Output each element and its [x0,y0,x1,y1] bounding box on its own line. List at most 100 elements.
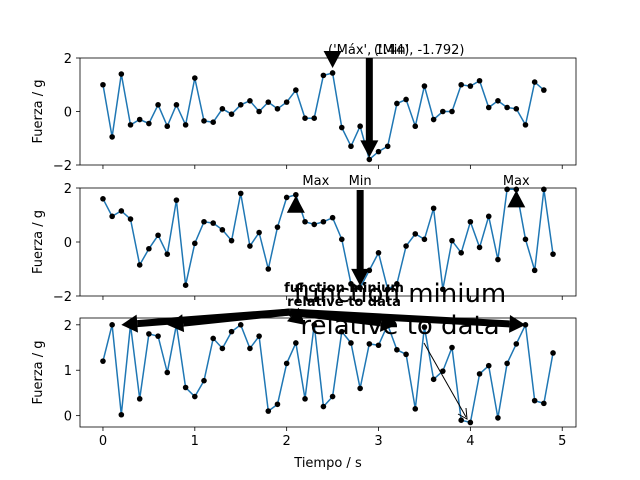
data-point [495,256,501,263]
panel-2: −2 0 2 Fuerza / g Max Min Max [31,174,577,305]
data-point [210,335,216,342]
data-point [109,213,115,220]
data-point [237,190,244,197]
data-point [201,377,207,384]
data-point [384,143,391,150]
data-point [394,346,400,353]
annotation-max: Max [286,174,330,213]
annotation-label: Max [503,174,530,189]
data-point [192,75,198,81]
x-tick-label: 1 [191,434,199,449]
data-point [228,328,235,335]
data-point [421,83,428,89]
data-point [118,208,125,214]
data-point [458,250,464,256]
data-point [247,98,253,104]
data-point [182,282,189,289]
data-point [338,124,345,131]
data-point [173,102,180,108]
data-point [541,400,547,407]
data-point [329,214,336,221]
data-point [265,408,272,414]
x-tick-label: 0 [99,434,107,449]
annotation-label-large: function minium [294,279,507,309]
data-point [109,134,115,140]
data-point [449,108,455,115]
data-point [357,285,363,291]
data-point [531,79,538,85]
y-tick-label: −2 [53,290,72,305]
data-point [403,96,409,103]
data-point [283,360,290,367]
data-point [136,396,143,402]
annotation-label: ('Máx', 1.44) [328,43,409,58]
data-point [348,143,354,150]
annotation-max: Max [503,174,530,208]
data-point [421,236,428,243]
series-line [102,72,545,161]
data-point [247,345,253,352]
data-point [430,205,437,212]
y-tick-label: 0 [64,236,72,251]
data-point [541,186,547,193]
data-point [329,70,336,76]
data-point [495,415,501,421]
data-point [219,227,226,233]
data-point [155,333,161,339]
data-point [293,340,299,346]
annotation-label-small: relative to data [287,295,401,310]
data-point [228,111,235,117]
annotation-thin-arrow [423,342,467,418]
data-point [348,340,354,346]
data-point [118,411,125,418]
data-point [338,328,345,335]
data-point [440,286,446,293]
annotation-label-small: function minium [284,281,404,296]
data-point [412,406,419,412]
data-point [192,393,198,400]
annotation-arrowhead [323,50,342,68]
annotation-max: ('Máx', 1.44) [323,43,409,68]
annotation-arrow-shaft [289,308,510,328]
data-point [265,99,272,105]
data-point [458,417,464,423]
x-tick-label: 3 [374,434,382,449]
data-point [329,393,336,400]
data-point [531,397,538,404]
data-point [283,99,290,105]
data-point [302,218,308,225]
data-point [274,224,281,230]
data-point [320,72,327,79]
data-point [384,286,391,293]
data-point [476,244,483,251]
data-point [449,237,455,244]
data-point [513,341,520,347]
annotation-arrow-shaft [182,308,291,327]
data-point [531,267,538,274]
annotation-arrowhead [360,140,379,158]
y-axis-label: Fuerza / g [31,210,46,274]
series-line [102,322,554,424]
data-point [256,229,262,236]
data-point [320,403,327,410]
data-point [127,216,134,222]
data-point [219,106,226,112]
annotation-label: ('Min', -1.792) [374,43,465,58]
data-point [100,81,106,88]
data-point [201,118,207,124]
data-point [256,108,262,115]
data-point [485,213,492,220]
data-point [541,87,547,93]
data-point [467,83,474,89]
data-point [302,115,308,121]
data-point [467,419,474,426]
data-point [237,322,244,328]
x-tick-label: 4 [466,434,474,449]
data-point [293,191,299,198]
data-point [412,123,419,130]
data-point [192,240,198,247]
data-point [366,156,373,163]
data-point [504,360,510,367]
